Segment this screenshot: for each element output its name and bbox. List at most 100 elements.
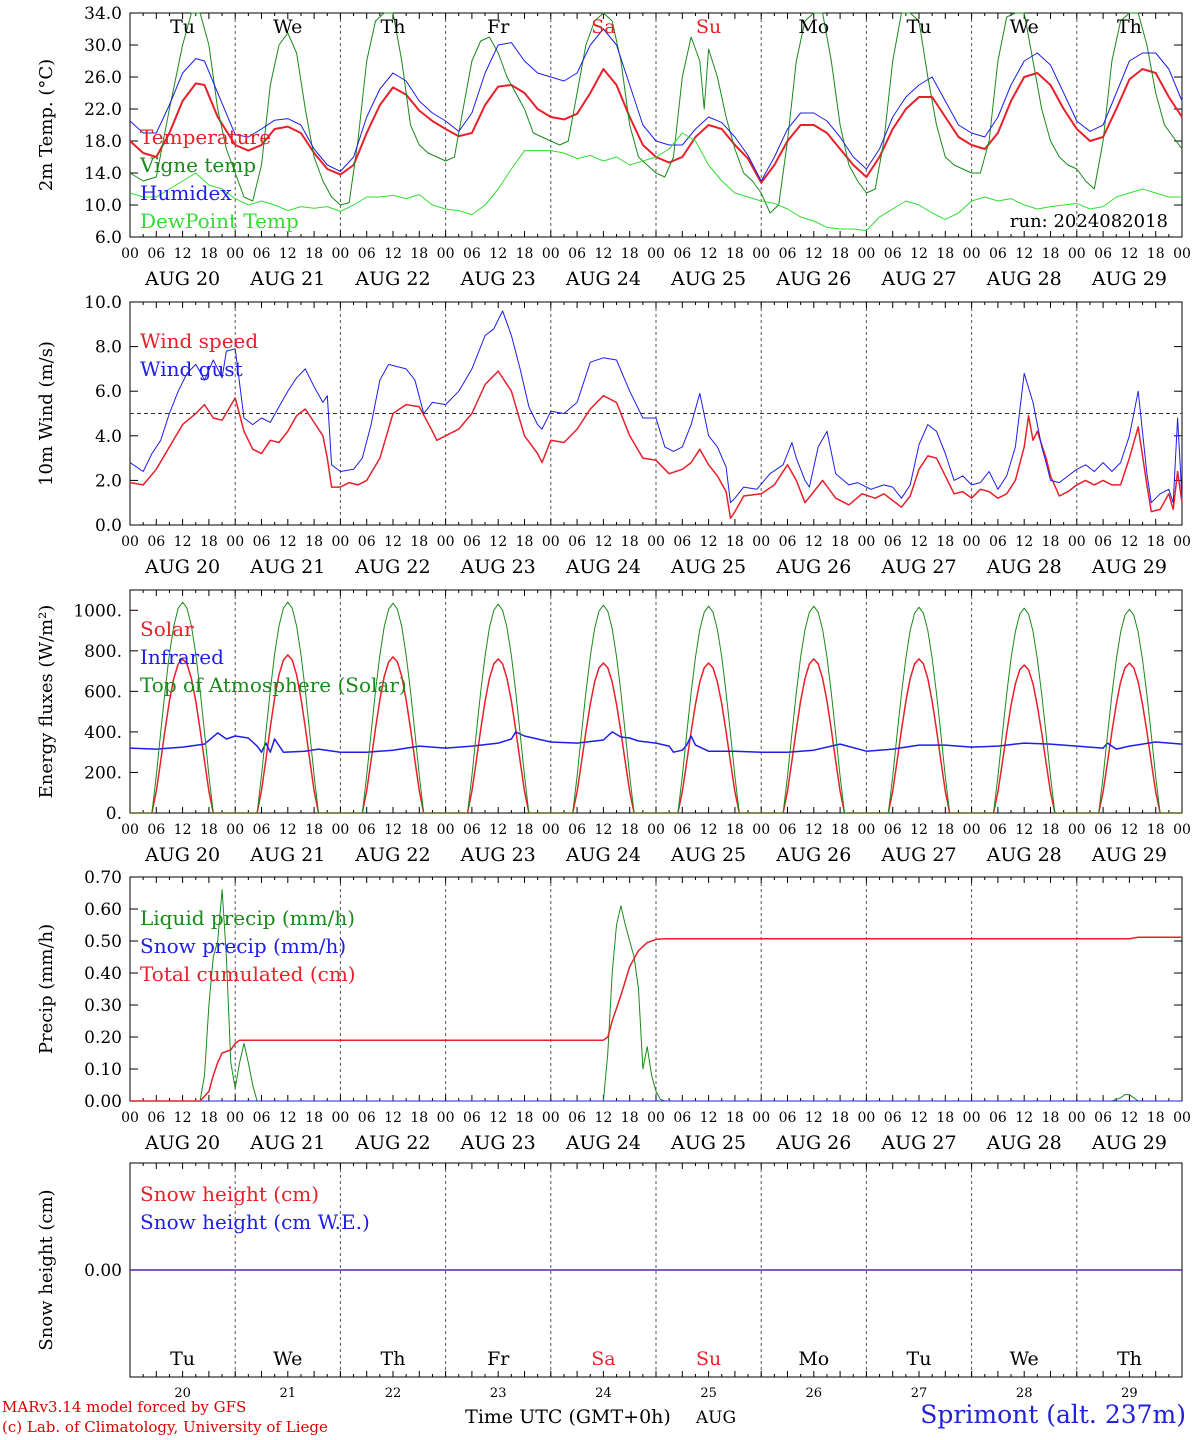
y-tick-label: 800.	[84, 642, 122, 662]
hour-label: 12	[1120, 1110, 1138, 1126]
month-label: AUG	[695, 1408, 736, 1428]
date-label: AUG 27	[880, 1132, 956, 1154]
plot-frame	[129, 12, 1183, 238]
hour-label: 12	[1120, 246, 1138, 262]
hour-label: 18	[1042, 1110, 1060, 1126]
hour-label: 06	[147, 1110, 165, 1126]
hour-label: 00	[647, 1110, 665, 1126]
y-tick-label: 22.0	[84, 100, 122, 120]
y-tick-label: 0.	[106, 804, 122, 824]
hour-label: 18	[200, 822, 218, 838]
date-label: AUG 27	[880, 844, 956, 866]
hour-label: 00	[1068, 246, 1086, 262]
date-label: AUG 28	[986, 268, 1062, 290]
day-number-label: 25	[700, 1386, 717, 1401]
plot-frame	[129, 589, 1183, 814]
legend-entry: Snow height (cm)	[140, 1182, 319, 1206]
series-line	[129, 132, 1182, 232]
date-label: AUG 24	[565, 1132, 641, 1154]
hour-label: 00	[963, 1110, 981, 1126]
hour-label: 00	[331, 1110, 349, 1126]
hour-label: 18	[831, 822, 849, 838]
hour-label: 18	[621, 822, 639, 838]
hour-label: 00	[857, 1110, 875, 1126]
legend-entry: Snow height (cm W.E.)	[140, 1210, 370, 1234]
weekday-label: Th	[381, 16, 406, 38]
date-label: AUG 20	[144, 268, 220, 290]
y-tick-label: 0.0	[95, 516, 122, 536]
hour-label: 06	[358, 246, 376, 262]
hour-label: 12	[279, 534, 297, 550]
hour-label: 18	[1042, 534, 1060, 550]
date-label: AUG 21	[249, 556, 325, 578]
date-label: AUG 23	[460, 556, 536, 578]
hour-label: 00	[1173, 534, 1191, 550]
hour-label: 18	[305, 534, 323, 550]
series-line	[129, 370, 1183, 520]
hour-label: 12	[174, 246, 192, 262]
y-tick-label: 1000.	[73, 601, 122, 621]
hour-label: 00	[437, 534, 455, 550]
date-label: AUG 26	[775, 1132, 851, 1154]
hour-label: 18	[516, 534, 534, 550]
y-axis-label: Energy fluxes (W/m²)	[36, 605, 57, 799]
legend-entry: DewPoint Temp	[140, 209, 299, 233]
hour-label: 00	[121, 1110, 139, 1126]
hour-label: 06	[358, 1110, 376, 1126]
hour-label: 12	[594, 1110, 612, 1126]
legend-entry: Infrared	[140, 645, 224, 669]
date-label: AUG 22	[354, 556, 430, 578]
y-tick-label: 0.00	[84, 1261, 122, 1281]
hour-label: 18	[726, 822, 744, 838]
date-label: AUG 20	[144, 1132, 220, 1154]
legend-entry: Wind speed	[140, 329, 258, 353]
y-tick-label: 0.20	[84, 1028, 122, 1048]
y-tick-label: 10.0	[84, 293, 122, 313]
weekday-label: Sa	[591, 1348, 615, 1370]
legend-entry: Top of Atmosphere (Solar)	[140, 673, 407, 697]
hour-label: 12	[700, 246, 718, 262]
weekday-label: We	[273, 1348, 302, 1370]
panel-precip: 0.00 0.10 0.20 0.30 0.40 0.50 0.60 0.70 Precip (…	[36, 868, 1191, 1154]
hour-label: 06	[147, 246, 165, 262]
date-label: AUG 26	[775, 844, 851, 866]
time-axis-label: Time UTC (GMT+0h)	[465, 1406, 671, 1428]
legend-entry: Liquid precip (mm/h)	[140, 906, 355, 930]
y-tick-label: 14.0	[84, 164, 122, 184]
hour-label: 12	[1015, 246, 1033, 262]
hour-label: 12	[384, 534, 402, 550]
hour-label: 18	[621, 534, 639, 550]
legend-entry: Wind gust	[140, 357, 243, 381]
weekday-label: Mo	[798, 1348, 829, 1370]
hour-label: 12	[700, 1110, 718, 1126]
day-number-label: 27	[911, 1386, 928, 1401]
hour-label: 00	[542, 1110, 560, 1126]
hour-label: 06	[673, 1110, 691, 1126]
date-label: AUG 22	[354, 844, 430, 866]
hour-label: 00	[542, 534, 560, 550]
hour-label: 18	[1147, 822, 1165, 838]
hour-label: 06	[779, 534, 797, 550]
hour-label: 00	[857, 534, 875, 550]
series-line	[130, 601, 1182, 814]
hour-label: 06	[989, 246, 1007, 262]
y-tick-label: 18.0	[84, 132, 122, 152]
weekday-label: Mo	[798, 16, 829, 38]
hour-label: 06	[673, 822, 691, 838]
hour-label: 12	[489, 534, 507, 550]
hour-label: 12	[910, 1110, 928, 1126]
hour-label: 12	[805, 822, 823, 838]
hour-label: 00	[647, 822, 665, 838]
hour-label: 12	[279, 1110, 297, 1126]
day-number-label: 22	[385, 1386, 402, 1401]
hour-label: 12	[594, 822, 612, 838]
hour-label: 00	[752, 1110, 770, 1126]
hour-label: 18	[200, 1110, 218, 1126]
hour-label: 18	[621, 1110, 639, 1126]
weekday-label: Tu	[907, 1348, 932, 1370]
y-tick-label: 8.0	[95, 338, 122, 358]
hour-label: 06	[147, 822, 165, 838]
hour-label: 12	[1015, 1110, 1033, 1126]
panel-snow: 0.00 Snow height (cm) Snow height (cm) Snow…	[36, 1162, 1183, 1401]
hour-label: 06	[673, 534, 691, 550]
